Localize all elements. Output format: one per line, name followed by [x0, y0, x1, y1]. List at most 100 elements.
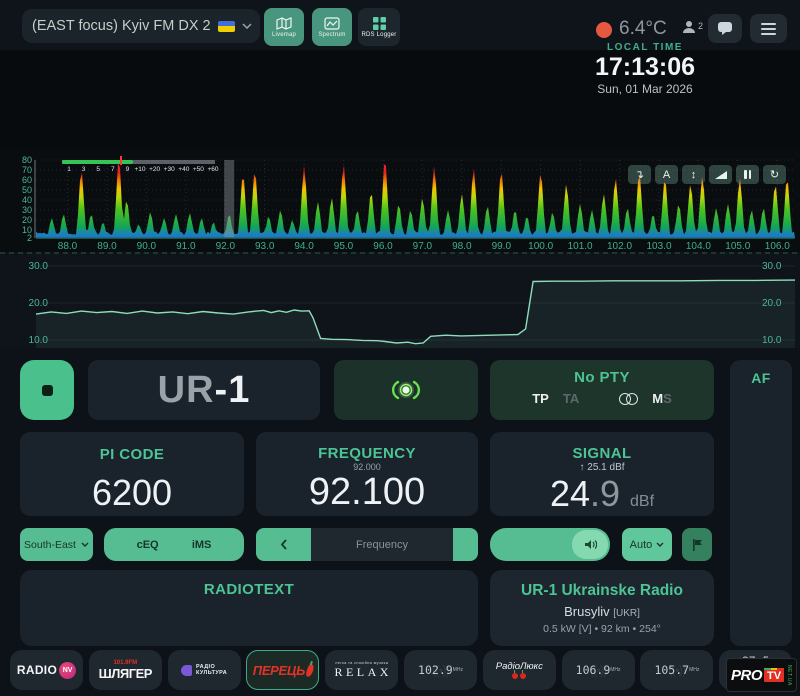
local-clock: LOCAL TIME 17:13:06 Sun, 01 Mar 2026	[545, 42, 745, 96]
svg-text:106.0: 106.0	[765, 241, 790, 252]
svg-text:2: 2	[27, 233, 32, 243]
svg-text:90.0: 90.0	[137, 241, 157, 252]
signal-label: SIGNAL	[572, 444, 632, 462]
frequency-label: FREQUENCY	[318, 444, 416, 462]
preset-106-9[interactable]: ((•)) 106.9 MHz	[561, 650, 635, 690]
preset-radio-kultura[interactable]: РАДІО КУЛЬТУРА	[167, 650, 241, 690]
s-meter-tick: +30	[163, 166, 175, 173]
s-meter-tick: 3	[81, 166, 86, 173]
station-details: 0.5 kW [V] • 92 km • 254°	[543, 622, 661, 635]
preset-102-9[interactable]: ((•)) 102.9 MHz	[404, 650, 477, 690]
tune-up-button[interactable]	[453, 528, 478, 561]
livemap-button[interactable]: Livemap	[264, 8, 304, 46]
spectrum-button[interactable]: Spectrum	[312, 8, 352, 46]
grid-icon	[372, 16, 386, 30]
audio-play-button[interactable]	[20, 360, 74, 420]
s-meter-tick: 5	[96, 166, 100, 173]
s-meter-tick: 9	[125, 166, 130, 173]
svg-text:30.0: 30.0	[762, 261, 782, 272]
pi-code-label: PI CODE	[99, 445, 165, 463]
s-meter-tick: +20	[149, 166, 161, 173]
preset-radio-nv[interactable]: RADIO NV	[10, 650, 83, 690]
server-title-dropdown[interactable]: (EAST focus) Kyiv FM DX 2	[22, 9, 260, 43]
ta-flag: TA	[562, 391, 580, 406]
rds-logger-button[interactable]: RDS Logger	[358, 8, 400, 46]
user-icon	[683, 21, 695, 33]
speaker-icon	[584, 540, 597, 549]
broadcast-ghost-icon: ((•))	[668, 662, 686, 678]
svg-text:103.0: 103.0	[646, 241, 671, 252]
antenna-select[interactable]: South-East	[20, 528, 93, 561]
server-title: (EAST focus) Kyiv FM DX 2	[32, 18, 211, 34]
svg-text:105.0: 105.0	[725, 241, 750, 252]
station-location: Brusyliv	[564, 603, 610, 619]
preset-105-7[interactable]: ((•)) 105.7 MHz	[640, 650, 714, 690]
pause-icon	[744, 170, 751, 179]
menu-button[interactable]	[750, 14, 787, 43]
signal-value-int: 24	[549, 472, 590, 514]
frequency-input[interactable]	[311, 528, 453, 561]
ceq-toggle[interactable]: cEQ	[136, 538, 159, 551]
chevron-right-icon	[477, 540, 478, 549]
s-meter-tick: +40	[178, 166, 190, 173]
audio-mode-select[interactable]: Auto	[622, 528, 672, 561]
pty-value: No PTY	[574, 369, 630, 386]
svg-text:10.0: 10.0	[762, 335, 782, 346]
signal-unit: dBf	[630, 492, 655, 510]
chevron-down-icon	[656, 542, 664, 547]
signal-panel: SIGNAL ↑ 25.1 dBf 24.9 dBf	[490, 432, 714, 516]
volume-thumb[interactable]	[572, 530, 608, 559]
ps-name-panel: UR-1	[88, 360, 320, 420]
station-info-panel: UR-1 Ukrainske Radio Brusyliv [UKR] 0.5 …	[490, 570, 714, 646]
svg-text:94.0: 94.0	[294, 241, 314, 252]
ims-toggle[interactable]: iMS	[191, 538, 212, 551]
svg-text:96.0: 96.0	[373, 241, 393, 252]
ms-flag-m: M	[652, 391, 664, 406]
signal-history-chart: 30.0 30.0 20.0 20.0 10.0 10.0	[0, 252, 800, 348]
s-meter-tick: +10	[134, 166, 146, 173]
svg-text:30: 30	[22, 205, 32, 215]
spectrum-controls: ↴ A ↕ ↻	[628, 165, 786, 184]
svg-text:80: 80	[22, 155, 32, 165]
retune-down-button[interactable]: ↴	[628, 165, 651, 184]
graph-style-button[interactable]	[709, 165, 732, 184]
svg-text:102.0: 102.0	[607, 241, 632, 252]
s-meter-peak-marker	[120, 156, 122, 165]
cherries-icon	[512, 670, 527, 679]
s-meter-tick: +60	[207, 166, 219, 173]
svg-text:89.0: 89.0	[97, 241, 117, 252]
svg-text:20.0: 20.0	[29, 298, 49, 309]
listener-count: 2	[698, 21, 704, 31]
s-meter-track	[133, 160, 215, 164]
tune-down-button[interactable]	[256, 528, 311, 561]
volume-slider[interactable]	[490, 528, 610, 561]
tune-control	[256, 528, 478, 561]
chevron-down-icon	[242, 23, 252, 29]
svg-text:20: 20	[22, 215, 32, 225]
frequency-value: 92.100	[308, 470, 426, 513]
pause-button[interactable]	[736, 165, 759, 184]
preset-radio-relax[interactable]: легка та спокійна музика RELAX	[325, 650, 399, 690]
chat-button[interactable]	[708, 14, 742, 43]
local-time: 17:13:06	[594, 53, 696, 81]
svg-text:91.0: 91.0	[176, 241, 196, 252]
vertical-scale-button[interactable]: ↕	[682, 165, 705, 184]
preset-shlyager[interactable]: 101.9FM ШЛЯГЕР	[88, 650, 162, 690]
graph-style-icon	[714, 170, 727, 179]
svg-text:92.0: 92.0	[216, 241, 236, 252]
preset-lux-fm[interactable]: РадіоЛюкс	[482, 650, 556, 690]
auto-mode-button[interactable]: A	[655, 165, 678, 184]
refresh-button[interactable]: ↻	[763, 165, 786, 184]
svg-text:10: 10	[22, 225, 32, 235]
svg-text:20.0: 20.0	[762, 298, 782, 309]
s-meter: 1 3 5 7 9 +10 +20 +30 +40 +50 +60	[60, 156, 228, 178]
report-flag-button[interactable]	[682, 528, 712, 561]
status-dot	[596, 22, 612, 38]
signal-value-dec: .9	[589, 472, 621, 514]
broadcast-ghost-icon: ((•))	[589, 662, 608, 678]
preset-perets-fm[interactable]: ПЕРЕЦЬ	[246, 650, 320, 690]
tv-stripes	[764, 668, 785, 670]
nv-logo-badge: NV	[59, 661, 77, 679]
